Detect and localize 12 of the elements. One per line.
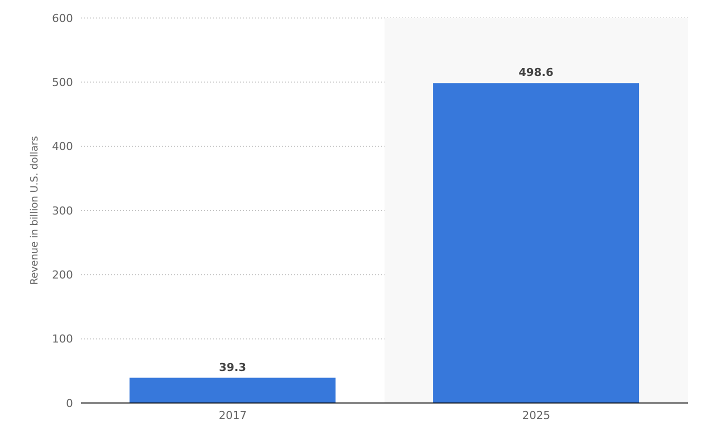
- y-tick-label: 0: [66, 396, 73, 410]
- x-tick-label: 2025: [522, 408, 550, 422]
- y-tick-label: 100: [52, 332, 73, 346]
- y-tick-label: 300: [52, 204, 73, 218]
- y-axis-title: Revenue in billion U.S. dollars: [30, 136, 41, 285]
- y-tick-label: 400: [52, 140, 73, 154]
- data-label: 39.3: [218, 360, 246, 374]
- y-tick-label: 500: [52, 76, 73, 90]
- y-tick-label: 200: [52, 268, 73, 282]
- y-tick-label: 600: [52, 12, 73, 25]
- x-tick-label: 2017: [218, 408, 247, 422]
- data-label: 498.6: [518, 66, 554, 80]
